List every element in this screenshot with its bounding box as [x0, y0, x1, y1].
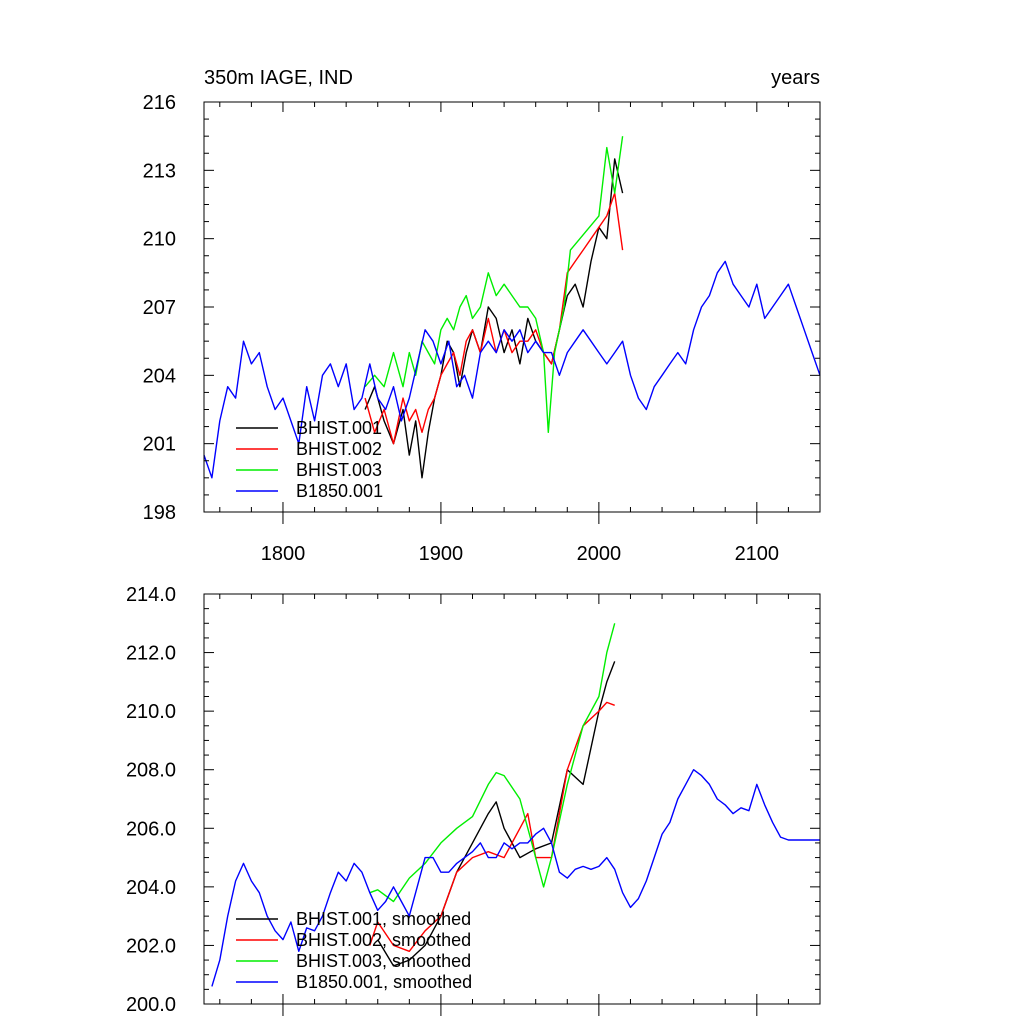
top-x-tick-label: 2000	[577, 543, 622, 565]
bottom-legend-label: B1850.001, smoothed	[296, 972, 472, 992]
top-x-tick-label: 1900	[419, 543, 464, 565]
top-y-tick-label: 207	[143, 297, 176, 319]
top-series-line-0	[364, 158, 624, 479]
top-panel: 350m IAGE, IND years 1800 1900 2000 2100 198…	[143, 67, 821, 565]
bottom-legend-label: BHIST.002, smoothed	[296, 930, 471, 950]
top-ticks-group: 1800 1900 2000 2100 198 201 204 207 210 213 216	[143, 92, 821, 565]
bottom-y-tick-label: 208.0	[126, 760, 176, 782]
top-legend-label: BHIST.003	[296, 460, 382, 480]
bottom-y-tick-label: 214.0	[126, 584, 176, 606]
top-x-tick-label: 1800	[261, 543, 306, 565]
top-panel-units: years	[771, 67, 820, 89]
top-series-line-1	[364, 192, 624, 445]
top-series-line-3	[203, 260, 821, 479]
top-y-tick-label: 210	[143, 229, 176, 251]
top-panel-title: 350m IAGE, IND	[204, 67, 353, 89]
bottom-series-line-2	[369, 623, 616, 903]
top-plot-frame	[203, 101, 821, 513]
bottom-plot-frame	[203, 593, 821, 1005]
top-y-tick-label: 216	[143, 92, 176, 114]
bottom-series-group	[211, 623, 820, 987]
bottom-y-tick-label: 206.0	[126, 818, 176, 840]
top-y-tick-label: 198	[143, 502, 176, 524]
top-series-group	[203, 136, 821, 479]
bottom-panel: 200.0 202.0 204.0 206.0 208.0 210.0 212.0 214.0…	[126, 584, 821, 1016]
top-y-tick-label: 213	[143, 160, 176, 182]
bottom-legend-label: BHIST.003, smoothed	[296, 951, 471, 971]
bottom-y-tick-label: 212.0	[126, 643, 176, 665]
top-x-tick-label: 2100	[735, 543, 780, 565]
bottom-legend-label: BHIST.001, smoothed	[296, 909, 471, 929]
top-series-line-2	[364, 136, 624, 433]
top-y-tick-label: 201	[143, 434, 176, 456]
bottom-series-line-3	[211, 769, 820, 987]
bottom-y-tick-label: 200.0	[126, 994, 176, 1016]
top-legend-label: BHIST.002	[296, 439, 382, 459]
top-y-tick-label: 204	[143, 365, 176, 387]
bottom-ticks-group: 200.0 202.0 204.0 206.0 208.0 210.0 212.0 214.0	[126, 584, 821, 1016]
bottom-y-tick-label: 210.0	[126, 701, 176, 723]
top-legend-label: B1850.001	[296, 481, 383, 501]
top-legend-label: BHIST.001	[296, 418, 382, 438]
bottom-y-tick-label: 204.0	[126, 877, 176, 899]
bottom-series-line-0	[377, 661, 616, 967]
bottom-y-tick-label: 202.0	[126, 935, 176, 957]
